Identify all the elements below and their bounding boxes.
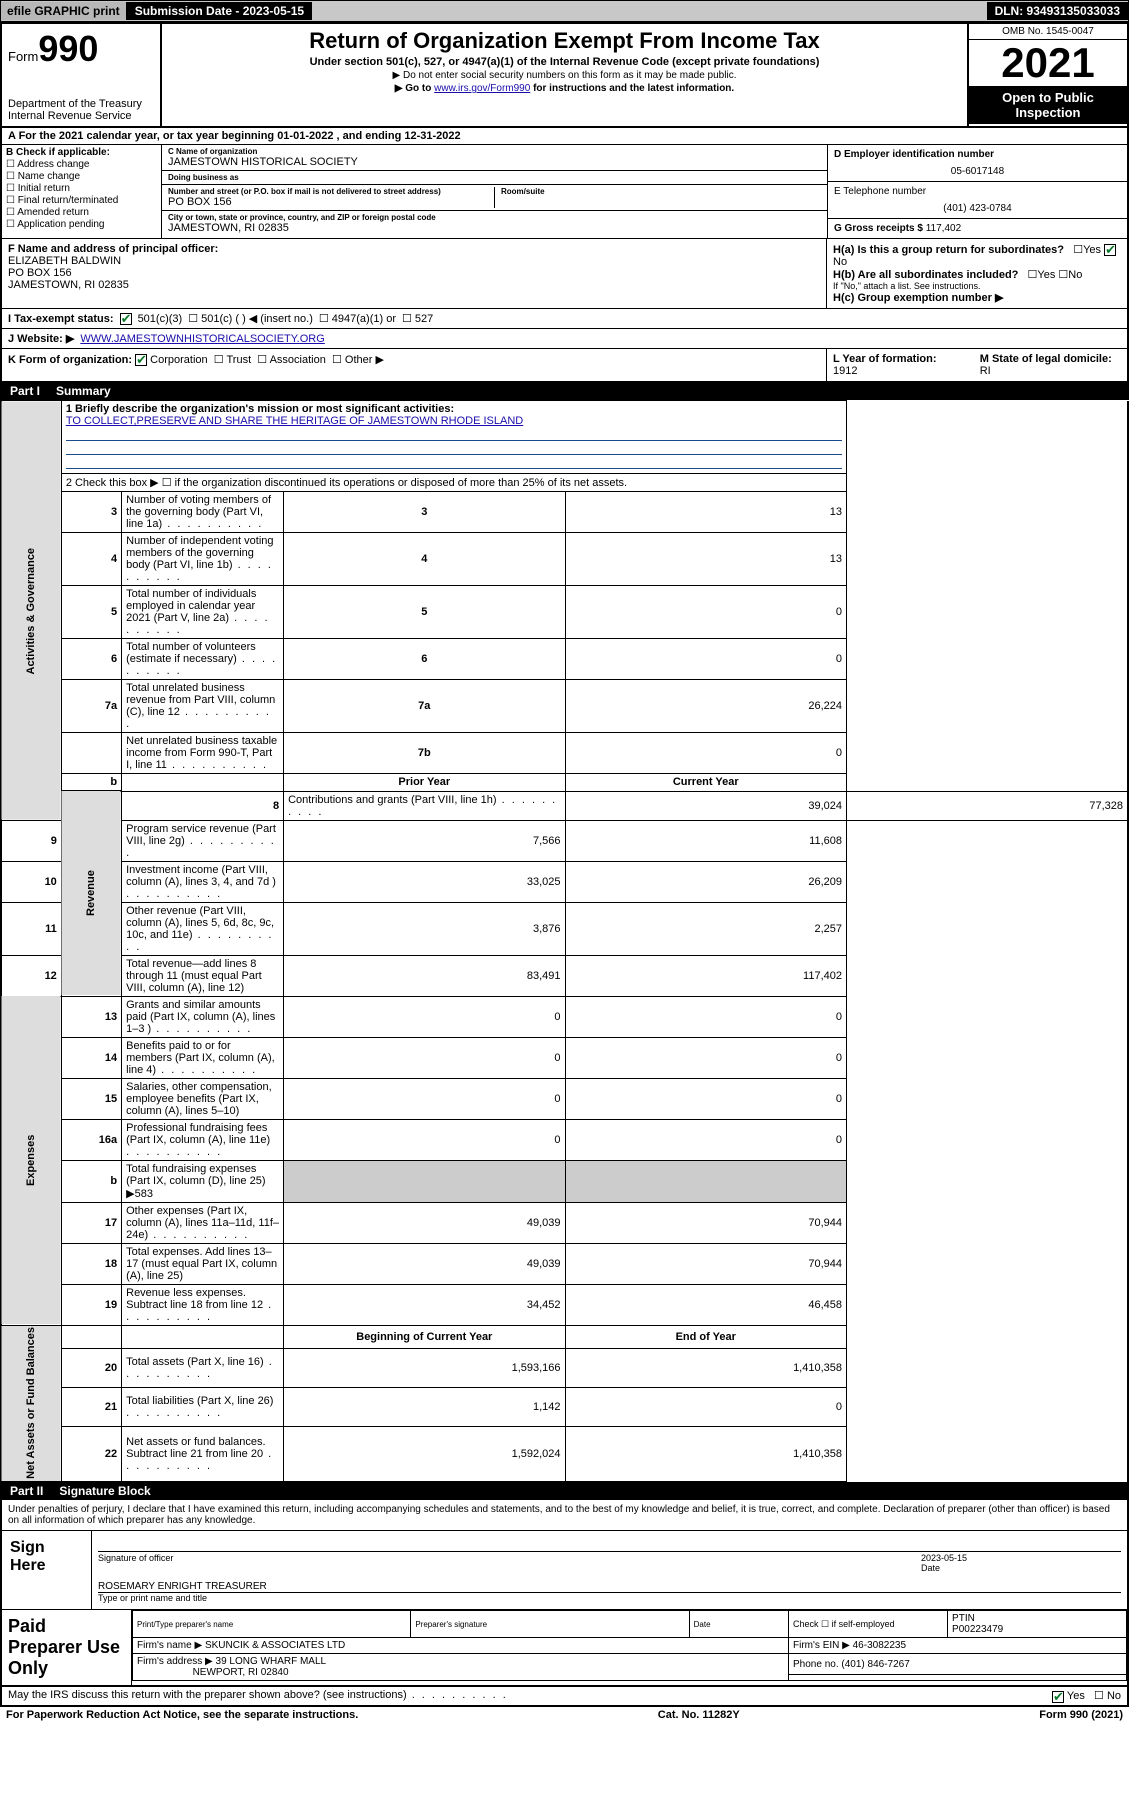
signature-block: Under penalties of perjury, I declare th…	[0, 1500, 1129, 1687]
h-a: H(a) Is this a group return for subordin…	[833, 243, 1121, 268]
i-501c3[interactable]	[120, 313, 132, 325]
officer-addr1: PO BOX 156	[8, 267, 72, 279]
side-na: Net Assets or Fund Balances	[1, 1325, 61, 1482]
val-4: 13	[565, 533, 846, 586]
form-title: Return of Organization Exempt From Incom…	[170, 28, 959, 54]
cb-pending[interactable]: ☐ Application pending	[6, 219, 157, 230]
mission-text: TO COLLECT,PRESERVE AND SHARE THE HERITA…	[66, 415, 523, 427]
declaration: Under penalties of perjury, I declare th…	[2, 1500, 1127, 1531]
sign-here: Sign Here	[2, 1531, 92, 1609]
dba-label: Doing business as	[168, 173, 821, 182]
paid-preparer-label: Paid Preparer Use Only	[2, 1610, 132, 1685]
room-label: Room/suite	[501, 187, 821, 196]
subtitle-1: Under section 501(c), 527, or 4947(a)(1)…	[170, 56, 959, 68]
c-label: C Name of organization	[168, 147, 821, 156]
d-label: D Employer identification number	[834, 149, 994, 160]
e-label: E Telephone number	[834, 186, 926, 197]
efile-label[interactable]: efile GRAPHIC print	[1, 2, 127, 20]
col-b-checkboxes: B Check if applicable: ☐ Address change …	[2, 145, 162, 238]
h-c: H(c) Group exemption number ▶	[833, 291, 1121, 304]
officer-printed: ROSEMARY ENRIGHT TREASURER	[98, 1581, 1121, 1592]
cb-name[interactable]: ☐ Name change	[6, 171, 157, 182]
row-a-taxyear: A For the 2021 calendar year, or tax yea…	[0, 128, 1129, 145]
val-6: 0	[565, 639, 846, 680]
irs-label: Internal Revenue Service	[8, 110, 154, 122]
row-fh: F Name and address of principal officer:…	[0, 239, 1129, 309]
org-name: JAMESTOWN HISTORICAL SOCIETY	[168, 156, 821, 168]
k-corp[interactable]	[135, 354, 147, 366]
city-label: City or town, state or province, country…	[168, 213, 821, 222]
row-klm: K Form of organization: Corporation ☐ Tr…	[0, 349, 1129, 382]
website-link[interactable]: WWW.JAMESTOWNHISTORICALSOCIETY.ORG	[80, 333, 324, 345]
row-j: J Website: ▶ WWW.JAMESTOWNHISTORICALSOCI…	[0, 329, 1129, 349]
part-1-header: Part I Summary	[0, 382, 1129, 400]
ptin: P00223479	[952, 1624, 1003, 1635]
org-address: PO BOX 156	[168, 196, 488, 208]
cb-amended[interactable]: ☐ Amended return	[6, 207, 157, 218]
dln: DLN: 93493135033033	[987, 2, 1128, 20]
omb-number: OMB No. 1545-0047	[969, 24, 1127, 40]
part-2-header: Part II Signature Block	[0, 1482, 1129, 1500]
side-exp: Expenses	[1, 996, 61, 1325]
footer-discuss: May the IRS discuss this return with the…	[0, 1687, 1129, 1706]
cb-address[interactable]: ☐ Address change	[6, 159, 157, 170]
g-label: G Gross receipts $	[834, 223, 923, 234]
h-note: If "No," attach a list. See instructions…	[833, 281, 1121, 291]
discuss-yes[interactable]	[1052, 1691, 1064, 1703]
subtitle-3: ▶ Go to www.irs.gov/Form990 for instruct…	[170, 83, 959, 94]
submission-date: Submission Date - 2023-05-15	[127, 2, 312, 20]
gross-receipts: 117,402	[926, 223, 961, 234]
ein: 05-6017148	[834, 166, 1121, 177]
line-2: 2 Check this box ▶ ☐ if the organization…	[61, 474, 846, 492]
firm-phone: (401) 846-7267	[841, 1659, 909, 1670]
val-5: 0	[565, 586, 846, 639]
side-ag: Activities & Governance	[1, 401, 61, 821]
org-city: JAMESTOWN, RI 02835	[168, 222, 821, 234]
top-bar: efile GRAPHIC print Submission Date - 20…	[0, 0, 1129, 22]
year-formation: 1912	[833, 365, 857, 377]
dept-treasury: Department of the Treasury	[8, 98, 154, 110]
irs-link[interactable]: www.irs.gov/Form990	[434, 83, 530, 94]
h-b: H(b) Are all subordinates included? ☐Yes…	[833, 268, 1121, 281]
form-number: Form990	[8, 28, 154, 70]
section-bcd: B Check if applicable: ☐ Address change …	[0, 145, 1129, 239]
firm-name: SKUNCIK & ASSOCIATES LTD	[205, 1640, 345, 1651]
open-inspection: Open to Public Inspection	[969, 86, 1127, 124]
firm-addr: 39 LONG WHARF MALL	[216, 1656, 327, 1667]
val-3: 13	[565, 492, 846, 533]
summary-table: Activities & Governance 1 Briefly descri…	[0, 400, 1129, 1482]
val-7b: 0	[565, 733, 846, 774]
val-7a: 26,224	[565, 680, 846, 733]
form-header: Form990 Department of the Treasury Inter…	[0, 22, 1129, 128]
mission-q: 1 Briefly describe the organization's mi…	[66, 403, 454, 415]
tax-year: 2021	[969, 40, 1127, 86]
addr-label: Number and street (or P.O. box if mail i…	[168, 187, 488, 196]
phone: (401) 423-0784	[834, 203, 1121, 214]
subtitle-2: ▶ Do not enter social security numbers o…	[170, 70, 959, 81]
officer-name: ELIZABETH BALDWIN	[8, 255, 121, 267]
f-label: F Name and address of principal officer:	[8, 243, 218, 255]
sig-officer-lbl: Signature of officer	[98, 1553, 921, 1573]
officer-addr2: JAMESTOWN, RI 02835	[8, 279, 129, 291]
cb-final[interactable]: ☐ Final return/terminated	[6, 195, 157, 206]
ha-no-check[interactable]	[1104, 244, 1116, 256]
state-domicile: RI	[980, 365, 991, 377]
cb-initial[interactable]: ☐ Initial return	[6, 183, 157, 194]
row-i: I Tax-exempt status: 501(c)(3) ☐ 501(c) …	[0, 309, 1129, 329]
firm-ein: 46-3082235	[853, 1640, 906, 1651]
side-rev: Revenue	[61, 791, 121, 996]
footer-bottom: For Paperwork Reduction Act Notice, see …	[0, 1707, 1129, 1723]
